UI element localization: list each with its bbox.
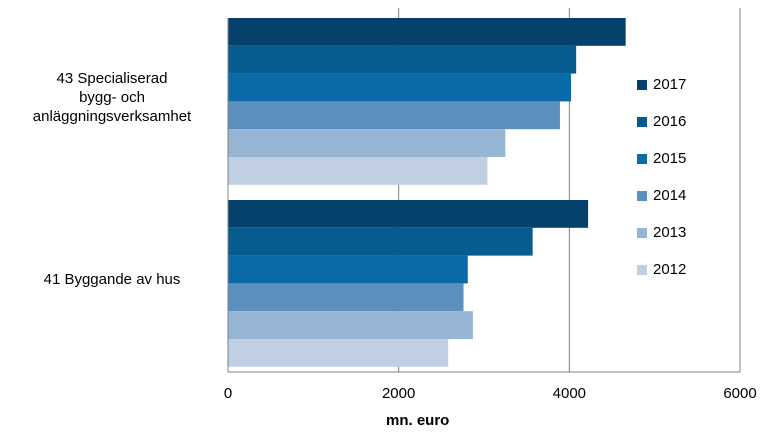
bar-2015-cat1 xyxy=(228,73,572,102)
legend-label: 2016 xyxy=(653,113,687,130)
legend-label: 2012 xyxy=(653,261,687,278)
bar-2013-cat2 xyxy=(228,311,473,339)
x-tick-6000: 6000 xyxy=(723,385,757,402)
legend-label: 2015 xyxy=(653,150,687,167)
legend: 2017 2016 2015 2014 2013 2012 xyxy=(637,66,686,288)
legend-item-2015: 2015 xyxy=(637,140,686,177)
legend-swatch xyxy=(637,190,647,201)
category-label-line: anläggningsverksamhet xyxy=(32,107,192,125)
legend-swatch xyxy=(637,79,647,90)
category-label-1: 43 Specialiserad bygg- och anläggningsverk… xyxy=(2,69,222,126)
bar-2015-cat2 xyxy=(228,255,468,284)
category-label-line: 43 Specialiserad xyxy=(56,69,168,87)
legend-swatch xyxy=(637,153,647,164)
bar-2017-cat1 xyxy=(228,18,626,46)
category-label-line: 41 Byggande av hus xyxy=(43,270,181,288)
x-axis-title: mn. euro xyxy=(386,412,450,429)
legend-item-2014: 2014 xyxy=(637,177,686,214)
bar-2012-cat1 xyxy=(228,157,488,185)
bar-2012-cat2 xyxy=(228,339,449,367)
bar-2014-cat1 xyxy=(228,101,560,130)
legend-label: 2013 xyxy=(653,224,687,241)
x-tick-4000: 4000 xyxy=(552,385,587,402)
category-label-2: 41 Byggande av hus xyxy=(2,270,222,289)
legend-label: 2017 xyxy=(653,76,687,93)
legend-item-2016: 2016 xyxy=(637,103,686,140)
bars xyxy=(228,18,626,367)
legend-label: 2014 xyxy=(653,187,687,204)
bar-2013-cat1 xyxy=(228,129,506,157)
legend-item-2012: 2012 xyxy=(637,251,686,288)
legend-item-2017: 2017 xyxy=(637,66,686,103)
x-tick-0: 0 xyxy=(223,385,233,402)
bar-2016-cat1 xyxy=(228,45,577,74)
legend-swatch xyxy=(637,227,647,238)
bar-2016-cat2 xyxy=(228,227,533,256)
legend-swatch xyxy=(637,264,647,275)
legend-swatch xyxy=(637,116,647,127)
bar-2014-cat2 xyxy=(228,283,464,312)
legend-item-2013: 2013 xyxy=(637,214,686,251)
category-label-line: bygg- och xyxy=(79,88,145,106)
x-tick-2000: 2000 xyxy=(381,385,416,402)
bar-2017-cat2 xyxy=(228,200,589,228)
